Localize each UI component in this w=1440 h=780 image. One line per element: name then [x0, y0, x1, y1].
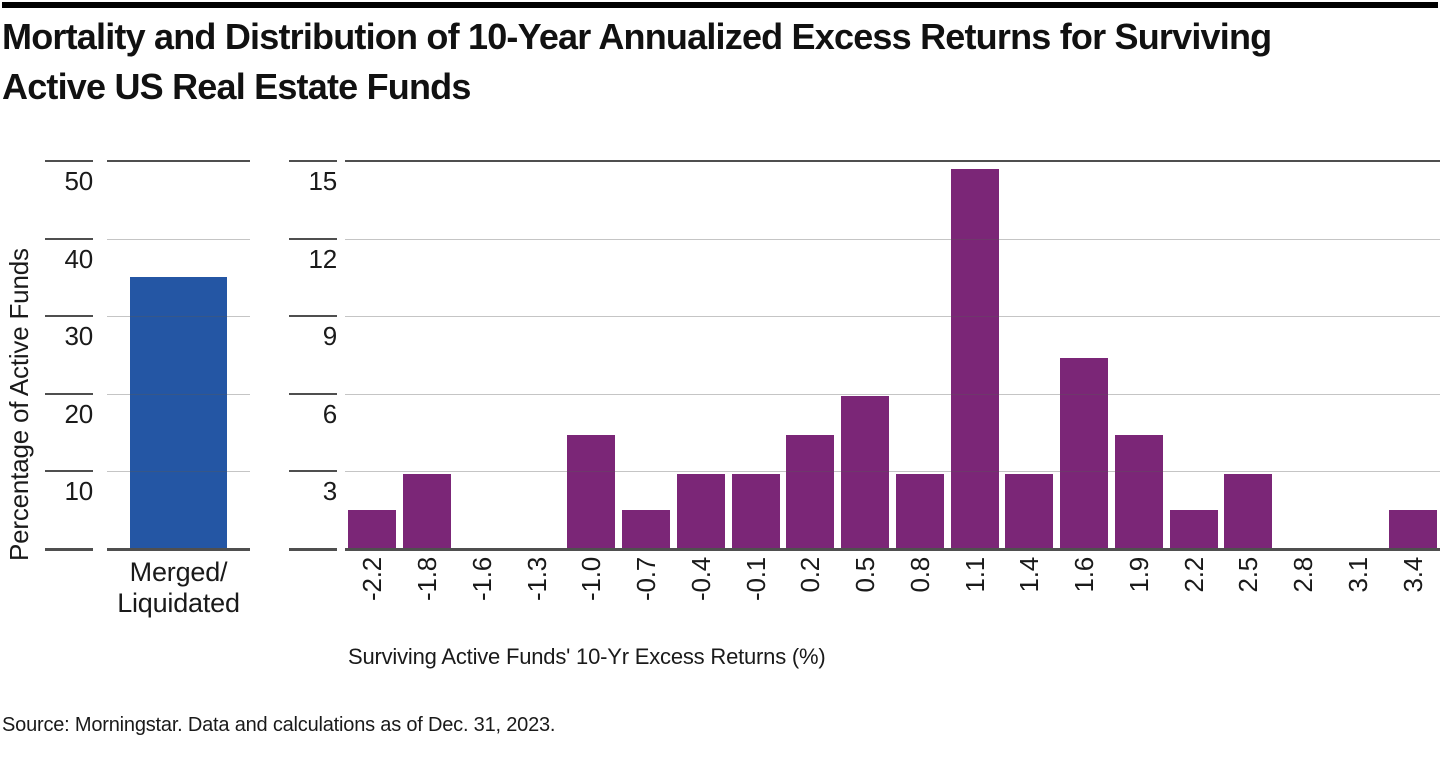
y-tick [289, 548, 337, 551]
x-axis-baseline [107, 548, 250, 551]
plot-top-border [345, 160, 1440, 162]
x-category-label: -0.4 [685, 557, 716, 602]
x-category-label: -1.0 [576, 557, 607, 602]
bar-merged-liquidated [130, 277, 227, 549]
x-category-label: 3.4 [1397, 557, 1428, 593]
histogram-bar [1114, 435, 1163, 549]
y-tick-label: 9 [322, 321, 337, 352]
x-category-label: Merged/ Liquidated [117, 557, 240, 618]
y-tick-label: 6 [322, 398, 337, 429]
x-category-label: -1.6 [466, 557, 497, 602]
x-category-label: 2.5 [1233, 557, 1264, 593]
histogram-bar [731, 473, 780, 549]
y-tick-label: 15 [308, 166, 337, 196]
x-axis-title: Surviving Active Funds' 10-Yr Excess Ret… [348, 644, 826, 669]
y-tick [45, 237, 93, 240]
histogram-bar [841, 396, 890, 549]
y-tick [289, 392, 337, 395]
x-category-label: 1.1 [959, 557, 990, 593]
gridline [107, 316, 250, 318]
x-category-label: 3.1 [1342, 557, 1373, 593]
gridline [345, 238, 1440, 240]
histogram-bar [895, 473, 944, 549]
histogram-bar [348, 510, 397, 549]
y-tick [45, 470, 93, 473]
y-tick [45, 392, 93, 395]
histogram-bar [786, 435, 835, 549]
y-tick-label: 12 [308, 243, 337, 274]
chart-title-line-1: Mortality and Distribution of 10-Year An… [2, 16, 1272, 57]
gridline [345, 471, 1440, 473]
histogram-bar [1060, 357, 1109, 549]
y-tick-label: 20 [64, 398, 93, 429]
y-tick-label: 3 [322, 476, 337, 507]
x-category-label: 1.9 [1123, 557, 1154, 593]
x-category-label: 0.2 [795, 557, 826, 593]
histogram-bar [950, 168, 999, 549]
y-tick [289, 315, 337, 318]
x-category-label: -1.3 [521, 557, 552, 602]
x-category-label: -0.1 [740, 557, 771, 602]
chart-title-line-2: Active US Real Estate Funds [2, 66, 471, 107]
histogram-bar [676, 473, 725, 549]
y-tick [289, 237, 337, 240]
x-category-label: -1.8 [412, 557, 443, 602]
x-category-label: 1.6 [1069, 557, 1100, 593]
histogram-bar [1169, 510, 1218, 549]
x-category-label: 1.4 [1014, 557, 1045, 593]
gridline [345, 393, 1440, 395]
y-tick-label: 30 [64, 321, 93, 352]
y-tick [289, 470, 337, 473]
histogram-bar [622, 510, 671, 549]
x-category-label: -0.7 [631, 557, 662, 602]
histogram-bar [403, 473, 452, 549]
x-category-label: 2.8 [1288, 557, 1319, 593]
x-axis-baseline [345, 548, 1440, 551]
gridline [107, 238, 250, 240]
y-tick [45, 160, 93, 162]
gridline [107, 393, 250, 395]
y-tick-label: 40 [64, 243, 93, 274]
y-tick-label: 50 [64, 166, 93, 196]
x-category-label: 0.8 [904, 557, 935, 593]
y-tick [289, 160, 337, 162]
histogram-bar [1224, 473, 1273, 549]
y-tick [45, 315, 93, 318]
y-tick [45, 548, 93, 551]
top-rule [2, 2, 1438, 8]
plot-top-border [107, 160, 250, 162]
histogram-bar [567, 435, 616, 549]
x-category-label: -2.2 [357, 557, 388, 602]
x-category-label: 0.5 [850, 557, 881, 593]
y-tick-label: 10 [64, 476, 93, 507]
gridline [345, 316, 1440, 318]
source-note: Source: Morningstar. Data and calculatio… [2, 714, 556, 736]
gridline [107, 471, 250, 473]
x-category-label: 2.2 [1178, 557, 1209, 593]
chart-title: Mortality and Distribution of 10-Year An… [2, 12, 1432, 112]
histogram-bar [1005, 473, 1054, 549]
histogram-bar [1388, 510, 1437, 549]
